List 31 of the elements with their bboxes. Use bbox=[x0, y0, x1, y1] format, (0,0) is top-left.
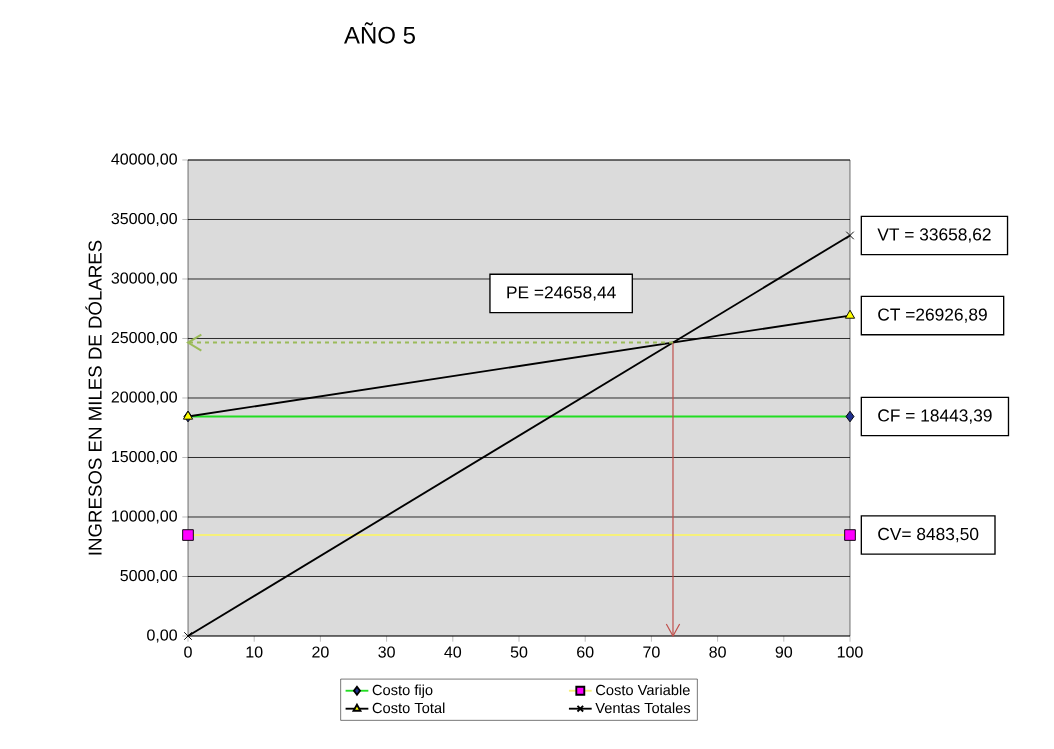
x-tick-label: 80 bbox=[709, 646, 726, 658]
legend-label: Ventas Totales bbox=[595, 702, 691, 714]
legend-label: Costo Variable bbox=[596, 684, 690, 696]
y-tick-label: 10000,00 bbox=[112, 510, 177, 524]
x-tick-label: 70 bbox=[643, 646, 660, 658]
y-tick-label: 30000,00 bbox=[111, 272, 177, 286]
y-tick-label: 0,00 bbox=[147, 629, 177, 643]
chart-title: AÑO 5 bbox=[344, 22, 415, 44]
y-tick-label: 5000,00 bbox=[120, 569, 177, 584]
x-tick-label: 60 bbox=[577, 646, 594, 658]
x-tick-label: 20 bbox=[312, 646, 329, 658]
y-tick-label: 40000,00 bbox=[111, 153, 177, 167]
y-axis-title: INGRESOS EN MILES DE DÓLARES bbox=[85, 240, 102, 555]
x-tick-label: 100 bbox=[837, 646, 863, 658]
data-label: CV= 8483,50 bbox=[878, 527, 979, 543]
data-label: VT = 33658,62 bbox=[877, 228, 991, 243]
ref-line-label: PE =24658,44 bbox=[507, 286, 616, 301]
y-tick-label: 15000,00 bbox=[112, 450, 177, 465]
x-tick-label: 10 bbox=[246, 646, 263, 658]
legend-label: Costo fijo bbox=[372, 684, 433, 699]
legend-label: Costo Total bbox=[372, 702, 445, 714]
y-tick-label: 25000,00 bbox=[111, 331, 177, 346]
x-tick-label: 50 bbox=[510, 646, 528, 658]
y-tick-label: 35000,00 bbox=[111, 212, 177, 227]
data-label: CF = 18443,39 bbox=[878, 409, 992, 424]
x-tick-label: 0 bbox=[184, 646, 192, 658]
y-tick-label: 20000,00 bbox=[111, 391, 177, 405]
x-tick-label: 40 bbox=[444, 646, 462, 658]
data-label: CT =26926,89 bbox=[878, 308, 987, 323]
x-tick-label: 30 bbox=[378, 646, 395, 658]
x-tick-label: 90 bbox=[775, 646, 793, 658]
